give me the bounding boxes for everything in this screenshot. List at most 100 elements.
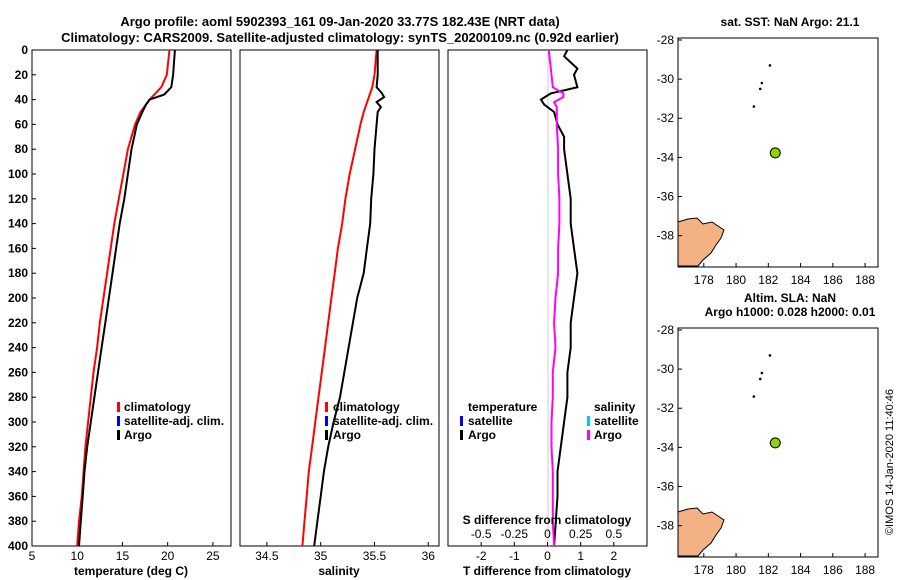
y-tick-label: 320 — [8, 440, 28, 454]
x-tick-label: 25 — [206, 549, 220, 563]
difference-panel: -2 -1 0 1 2 -0.5 -0.25 0 0.25 0.5 T difference fr… — [447, 49, 648, 578]
sla-map-panel: Altim. SLA: NaN Argo h1000: 0.028 h2000:… — [657, 291, 879, 577]
temperature-axes-frame — [31, 49, 232, 547]
y-tick-label: 20 — [15, 68, 29, 82]
legend-swatch-s-argo — [587, 430, 590, 440]
temperature-panel: 0 20 40 60 80 100 120 140 160 180 200 220 240 260 280 3… — [8, 43, 232, 578]
map-x-tick-label: 184 — [791, 563, 811, 577]
y-tick-label: 360 — [8, 489, 28, 503]
map-y-tick-label: -36 — [657, 480, 675, 494]
x-tick-label: 0 — [544, 549, 551, 563]
x2-tick-label: -0.25 — [501, 527, 529, 541]
legend-argo: Argo — [124, 428, 152, 442]
x-tick-label: 36 — [422, 549, 436, 563]
map-y-tick-label: -38 — [657, 519, 675, 533]
salinity-legend: climatology satellite-adj. clim. Argo — [325, 400, 433, 442]
map-x-tick-label: 182 — [758, 273, 778, 287]
series-line-climatology — [76, 49, 171, 547]
island-marker — [768, 64, 772, 67]
map-x-tick-label: 180 — [726, 273, 746, 287]
legend-swatch-satellite — [325, 416, 328, 426]
figure-title-line2: Climatology: CARS2009. Satellite-adjuste… — [61, 30, 619, 45]
y-tick-label: 60 — [15, 117, 29, 131]
legend-swatch-argo — [325, 430, 328, 440]
difference-legend-temperature: temperature satellite Argo — [460, 400, 538, 442]
y-tick-label: 200 — [8, 291, 28, 305]
island-marker — [760, 81, 764, 85]
legend-satellite: satellite-adj. clim. — [124, 414, 224, 428]
series-line-climatology — [301, 49, 378, 547]
island-marker — [758, 377, 762, 381]
legend-argo: Argo — [333, 428, 361, 442]
x2-tick-label: 0.25 — [569, 527, 593, 541]
y-tick-label: 240 — [8, 341, 28, 355]
temperature-legend: climatology satellite-adj. clim. Argo — [117, 400, 224, 442]
map-x-tick-label: 186 — [823, 273, 843, 287]
x-tick-label: 15 — [116, 549, 130, 563]
island-marker — [768, 354, 772, 357]
sst-map-frame — [677, 37, 879, 268]
map-y-tick-label: -36 — [657, 190, 675, 204]
map-x-tick-label: 178 — [694, 273, 714, 287]
y-tick-label: 160 — [8, 241, 28, 255]
x-tick-label: 34.5 — [255, 549, 279, 563]
y-tick-label: 100 — [8, 167, 28, 181]
legend-s-satellite: satellite — [594, 414, 639, 428]
map-y-tick-label: -34 — [657, 440, 675, 454]
figure-title-line1: Argo profile: aoml 5902393_161 09-Jan-20… — [120, 14, 559, 29]
coastline-land — [677, 217, 725, 267]
map-x-tick-label: 188 — [855, 273, 875, 287]
x2-tick-label: 0 — [544, 527, 551, 541]
y-tick-label: 120 — [8, 192, 28, 206]
legend-swatch-s-satellite — [587, 416, 590, 426]
map-y-tick-label: -30 — [657, 362, 675, 376]
y-tick-label: 220 — [8, 316, 28, 330]
legend-satellite: satellite-adj. clim. — [333, 414, 433, 428]
map-y-tick-label: -32 — [657, 111, 675, 125]
y-tick-label: 40 — [15, 93, 29, 107]
map-y-tick-label: -28 — [657, 323, 675, 337]
coastline-land — [677, 507, 725, 557]
map-x-tick-label: 186 — [823, 563, 843, 577]
legend-swatch-climatology — [117, 402, 120, 412]
x-tick-label: 1 — [577, 549, 584, 563]
island-marker — [752, 395, 756, 398]
y-tick-label: 340 — [8, 465, 28, 479]
legend-t-satellite: satellite — [468, 414, 513, 428]
map-y-tick-label: -28 — [657, 33, 675, 47]
map-x-tick-label: 184 — [791, 273, 811, 287]
salinity-xlabel: salinity — [318, 564, 360, 578]
series-line-t-argo — [539, 49, 579, 547]
y-tick-label: 260 — [8, 365, 28, 379]
x2-tick-label: 0.5 — [605, 527, 622, 541]
salinity-panel: 34.5 35 35.5 36 salinity climatology satell… — [239, 49, 440, 578]
sla-map-frame — [677, 327, 879, 558]
legend-t-argo: Argo — [468, 428, 496, 442]
legend-swatch-satellite — [117, 416, 120, 426]
map-y-tick-label: -38 — [657, 229, 675, 243]
y-tick-label: 180 — [8, 266, 28, 280]
legend-t-title: temperature — [468, 400, 538, 414]
x-tick-label: 5 — [29, 549, 36, 563]
map-y-tick-label: -34 — [657, 150, 675, 164]
legend-swatch-climatology — [325, 402, 328, 412]
map-x-tick-label: 180 — [726, 563, 746, 577]
x2-tick-label: -0.5 — [471, 527, 492, 541]
sla-map-title2: Argo h1000: 0.028 h2000: 0.01 — [705, 305, 876, 319]
map-y-tick-label: -30 — [657, 72, 675, 86]
y-tick-label: 400 — [8, 539, 28, 553]
legend-s-argo: Argo — [594, 428, 622, 442]
x-tick-label: -1 — [509, 549, 520, 563]
x-tick-label: -2 — [476, 549, 487, 563]
timestamp: ©IMOS 14-Jan-2020 11:40:46 — [884, 389, 896, 535]
x-tick-label: 20 — [161, 549, 175, 563]
island-marker — [758, 87, 762, 91]
y-tick-label: 140 — [8, 217, 28, 231]
temperature-xlabel: temperature (deg C) — [74, 564, 188, 578]
legend-swatch-t-satellite — [460, 416, 463, 426]
sst-map-title: sat. SST: NaN Argo: 21.1 — [721, 15, 860, 29]
y-tick-label: 280 — [8, 390, 28, 404]
x-tick-label: 10 — [71, 549, 85, 563]
difference-legend-salinity: salinity satellite Argo — [587, 400, 639, 442]
